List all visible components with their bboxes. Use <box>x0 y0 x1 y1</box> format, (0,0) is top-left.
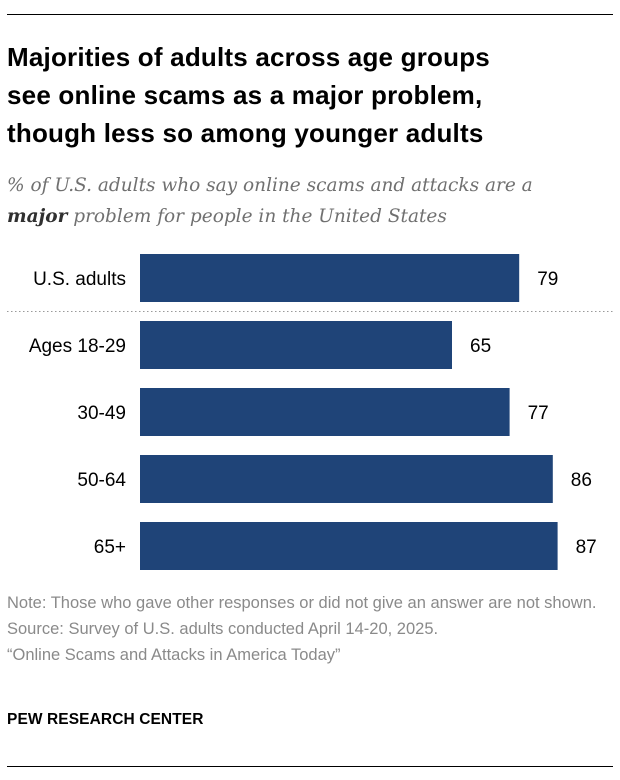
value-label-30-49: 77 <box>528 403 549 424</box>
bar-50-64 <box>140 455 553 503</box>
value-label-65: 87 <box>576 537 597 558</box>
title-line-3: though less so among younger adults <box>7 118 484 148</box>
chart-subtitle: % of U.S. adults who say online scams an… <box>7 170 613 232</box>
subtitle-text-2: problem for people in the United States <box>73 206 447 227</box>
category-label-ages-18-29: Ages 18-29 <box>29 336 126 357</box>
subtitle-emphasis: major <box>7 206 68 227</box>
bar-65 <box>140 522 558 570</box>
category-label-50-64: 50-64 <box>77 470 126 491</box>
source-text: Source: Survey of U.S. adults conducted … <box>7 620 439 638</box>
chart-title: Majorities of adults across age groups s… <box>7 38 607 152</box>
pew-logo-text: PEW RESEARCH CENTER <box>7 711 204 728</box>
bar-30-49 <box>140 388 510 436</box>
value-label-ages-18-29: 65 <box>470 336 491 357</box>
note-text: Note: Those who gave other responses or … <box>7 594 597 612</box>
category-label-65: 65+ <box>94 537 126 558</box>
title-line-2: see online scams as a major problem, <box>7 80 483 110</box>
subtitle-text-1: % of U.S. adults who say online scams an… <box>7 175 533 196</box>
bottom-rule <box>7 766 613 767</box>
category-label-u-s-adults: U.S. adults <box>33 269 126 290</box>
report-title: “Online Scams and Attacks in America Tod… <box>7 646 341 664</box>
footnotes: Note: Those who gave other responses or … <box>7 590 617 668</box>
bar-ages-18-29 <box>140 321 452 369</box>
value-label-u-s-adults: 79 <box>537 269 558 290</box>
title-line-1: Majorities of adults across age groups <box>7 42 490 72</box>
bar-u-s-adults <box>140 254 520 302</box>
bar-chart: U.S. adults 79 Ages 18-29 65 30-49 77 50-64 86 6… <box>7 254 613 570</box>
category-label-30-49: 30-49 <box>77 403 126 424</box>
value-label-50-64: 86 <box>571 470 592 491</box>
top-rule <box>7 14 613 15</box>
